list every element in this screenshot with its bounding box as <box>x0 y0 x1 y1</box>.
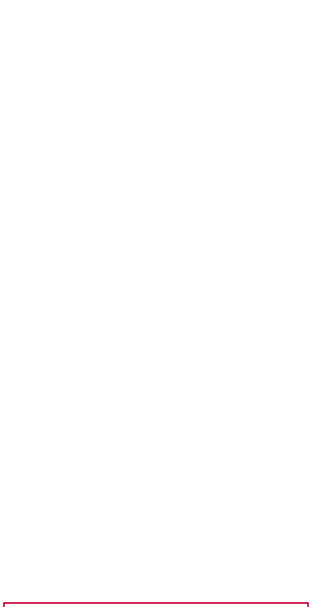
Bar <box>4 603 308 607</box>
